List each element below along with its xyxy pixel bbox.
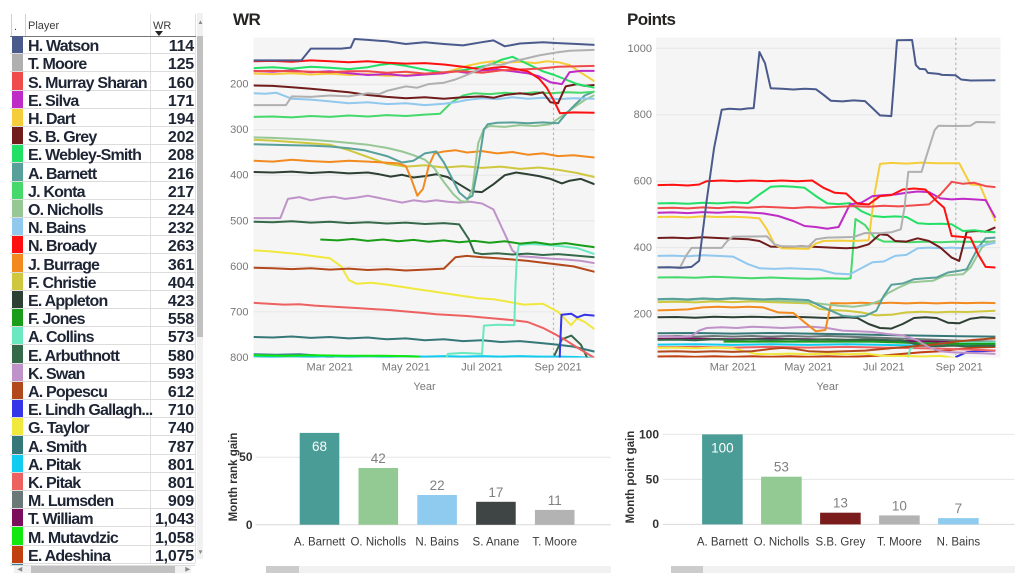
svg-text:Mar 2021: Mar 2021 [307, 362, 353, 374]
svg-text:A. Barnett: A. Barnett [294, 537, 346, 549]
svg-text:11: 11 [548, 493, 562, 508]
svg-text:Sep 2021: Sep 2021 [535, 362, 582, 374]
svg-text:800: 800 [634, 109, 652, 121]
svg-text:68: 68 [312, 439, 327, 454]
svg-text:O. Nicholls: O. Nicholls [754, 537, 810, 549]
svg-text:T. Moore: T. Moore [532, 537, 577, 549]
svg-text:0: 0 [246, 518, 253, 532]
svg-text:13: 13 [833, 496, 848, 511]
svg-text:100: 100 [711, 440, 734, 455]
svg-text:O. Nicholls: O. Nicholls [350, 537, 406, 549]
svg-text:400: 400 [230, 170, 248, 182]
svg-text:Jul 2021: Jul 2021 [863, 362, 905, 374]
svg-text:N. Bains: N. Bains [415, 537, 459, 549]
svg-text:600: 600 [230, 261, 248, 273]
svg-text:53: 53 [774, 460, 789, 475]
svg-text:400: 400 [634, 242, 652, 254]
svg-text:100: 100 [639, 427, 659, 441]
svg-text:Mar 2021: Mar 2021 [710, 362, 756, 374]
svg-text:200: 200 [634, 309, 652, 321]
svg-text:S. Anane: S. Anane [473, 537, 520, 549]
svg-text:50: 50 [646, 472, 660, 486]
svg-text:0: 0 [652, 517, 659, 531]
svg-text:A. Barnett: A. Barnett [697, 537, 749, 549]
svg-text:Jul 2021: Jul 2021 [461, 362, 503, 374]
svg-text:22: 22 [430, 478, 445, 493]
svg-text:800: 800 [230, 352, 248, 364]
svg-text:300: 300 [230, 124, 248, 136]
svg-text:Year: Year [816, 381, 839, 393]
svg-text:Sep 2021: Sep 2021 [936, 362, 983, 374]
svg-text:17: 17 [488, 485, 503, 500]
svg-text:50: 50 [239, 450, 253, 464]
svg-text:600: 600 [634, 176, 652, 188]
svg-text:42: 42 [371, 451, 386, 466]
svg-text:Month rank gain: Month rank gain [228, 433, 240, 522]
svg-text:N. Bains: N. Bains [937, 537, 981, 549]
svg-text:Month point gain: Month point gain [625, 431, 637, 524]
svg-text:1000: 1000 [628, 43, 652, 55]
svg-text:S.B. Grey: S.B. Grey [815, 537, 865, 549]
svg-text:Year: Year [413, 381, 436, 393]
svg-text:10: 10 [892, 498, 907, 513]
svg-text:7: 7 [955, 501, 963, 516]
svg-text:May 2021: May 2021 [784, 362, 832, 374]
svg-text:T. Moore: T. Moore [877, 537, 922, 549]
svg-text:700: 700 [230, 306, 248, 318]
svg-text:May 2021: May 2021 [382, 362, 430, 374]
svg-text:500: 500 [230, 215, 248, 227]
svg-text:200: 200 [230, 79, 248, 91]
